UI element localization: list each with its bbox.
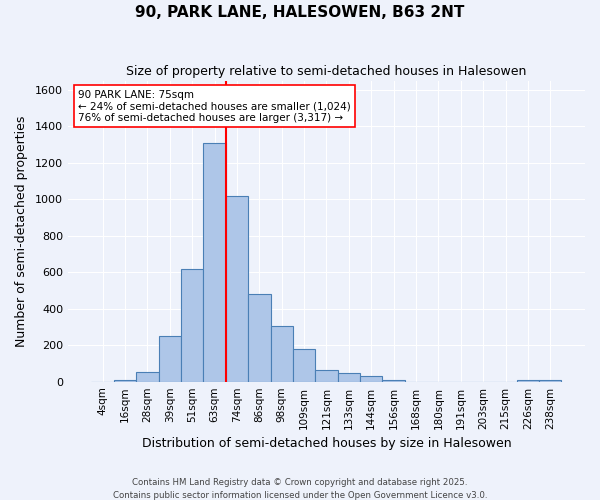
Bar <box>114 380 136 382</box>
Bar <box>158 336 181 382</box>
Y-axis label: Number of semi-detached properties: Number of semi-detached properties <box>15 116 28 347</box>
Bar <box>136 372 158 382</box>
Bar <box>315 370 338 382</box>
Title: Size of property relative to semi-detached houses in Halesowen: Size of property relative to semi-detach… <box>126 65 527 78</box>
Bar <box>293 349 315 382</box>
Bar <box>203 142 226 382</box>
Bar <box>248 294 271 382</box>
Bar <box>181 268 203 382</box>
Bar <box>271 326 293 382</box>
Text: 90, PARK LANE, HALESOWEN, B63 2NT: 90, PARK LANE, HALESOWEN, B63 2NT <box>136 5 464 20</box>
Bar <box>226 196 248 382</box>
Bar <box>360 376 382 382</box>
Bar <box>382 380 405 382</box>
Bar <box>539 380 562 382</box>
Bar <box>338 372 360 382</box>
X-axis label: Distribution of semi-detached houses by size in Halesowen: Distribution of semi-detached houses by … <box>142 437 511 450</box>
Text: Contains HM Land Registry data © Crown copyright and database right 2025.
Contai: Contains HM Land Registry data © Crown c… <box>113 478 487 500</box>
Text: 90 PARK LANE: 75sqm
← 24% of semi-detached houses are smaller (1,024)
76% of sem: 90 PARK LANE: 75sqm ← 24% of semi-detach… <box>78 90 351 123</box>
Bar <box>517 380 539 382</box>
